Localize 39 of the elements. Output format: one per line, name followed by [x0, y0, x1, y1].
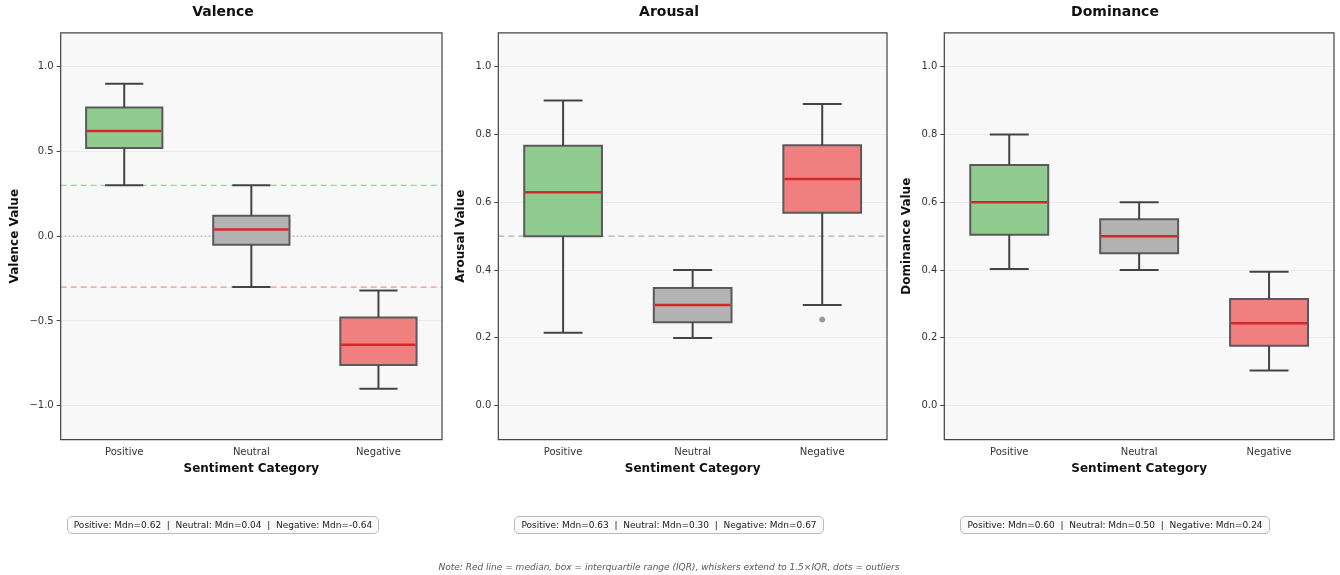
text: Positive: Mdn=0.62 | Neutral: Mdn=0.04 | Negative: Mdn=-0.64 [66, 516, 380, 534]
y-axis-title: Arousal Value [453, 189, 468, 283]
text: Positive: Mdn=0.60 | Neutral: Mdn=0.50 | Negative: Mdn=0.24 [960, 516, 1270, 534]
y-tick-label: 0.0 [475, 399, 492, 411]
x-axis-title: Sentiment Category [183, 460, 320, 475]
x-tick-label: Neutral [232, 446, 270, 458]
y-tick-label: −0.5 [29, 314, 54, 326]
y-tick-label: −1.0 [29, 399, 54, 411]
y-tick-label: 0.2 [475, 331, 492, 343]
y-tick-label: 0.8 [921, 128, 938, 140]
y-tick-label: 0.4 [475, 263, 492, 275]
x-tick-label: Positive [543, 446, 583, 458]
x-tick-label: Neutral [674, 446, 712, 458]
y-tick-label: 1.0 [475, 60, 492, 72]
x-tick-label: Positive [104, 446, 144, 458]
y-tick-label: 0.8 [475, 128, 492, 140]
y-tick-label: 0.6 [475, 195, 492, 207]
x-tick-label: Negative [799, 446, 845, 458]
y-tick-label: 0.0 [921, 399, 938, 411]
y-axis-title: Dominance Value [899, 177, 914, 295]
y-axis-title: Valence Value [7, 188, 22, 284]
x-tick-label: Negative [356, 446, 401, 458]
chart-title: Valence [192, 3, 254, 20]
y-tick-label: 1.0 [921, 60, 938, 72]
y-tick-label: 0.0 [37, 229, 54, 241]
x-axis-title: Sentiment Category [1071, 460, 1208, 475]
x-tick-label: Positive [989, 446, 1029, 458]
y-tick-label: 1.0 [37, 60, 54, 72]
x-tick-label: Neutral [1120, 446, 1158, 458]
y-tick-label: 0.2 [921, 331, 938, 343]
text: Note: Red line = median, box = interquartile range (IQR), whiskers extend to 1.5×IQR, dots = outliers [438, 562, 900, 572]
text: Positive: Mdn=0.63 | Neutral: Mdn=0.30 | Negative: Mdn=0.67 [514, 516, 824, 534]
y-tick-label: 0.4 [921, 263, 938, 275]
y-tick-label: 0.5 [37, 145, 54, 157]
y-tick-label: 0.6 [921, 195, 938, 207]
chart-title: Arousal [639, 3, 699, 20]
chart-title: Dominance [1071, 3, 1159, 20]
x-axis-title: Sentiment Category [624, 460, 761, 475]
x-tick-label: Negative [1246, 446, 1292, 458]
